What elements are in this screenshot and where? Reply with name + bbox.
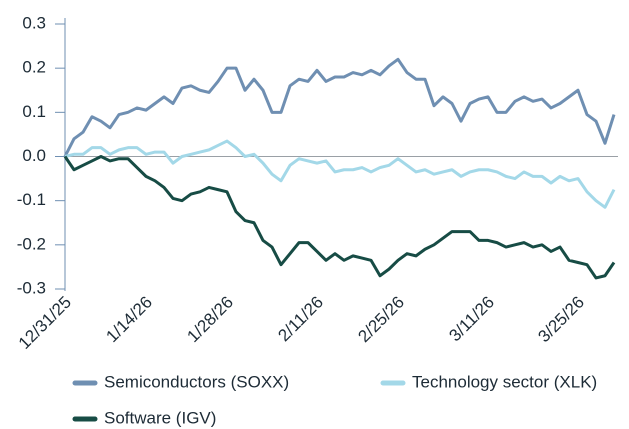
y-tick-label: 0.2: [22, 58, 46, 77]
y-tick-label: -0.3: [17, 278, 46, 297]
line: [63, 155, 616, 280]
x-tick-label: 3/25/26: [534, 293, 588, 347]
legend-label: Technology sector (XLK): [412, 372, 597, 391]
x-tick-label: 3/11/26: [445, 293, 498, 346]
y-tick-label: -0.2: [17, 234, 46, 253]
x-tick-label: 2/25/26: [354, 293, 408, 347]
x-tick-label: 1/14/26: [102, 293, 156, 347]
legend-label: Software (IGV): [104, 408, 216, 427]
line: [64, 139, 616, 209]
x-tick-label: 1/28/26: [183, 293, 237, 347]
line: [63, 57, 616, 158]
y-tick-label: 0.0: [22, 146, 46, 165]
y-tick-label: -0.1: [17, 190, 46, 209]
y-tick-label: 0.3: [22, 13, 46, 32]
x-tick-label: 2/11/26: [274, 293, 327, 346]
legend-label: Semiconductors (SOXX): [104, 372, 289, 391]
y-tick-label: 0.1: [22, 102, 46, 121]
x-tick-label: 12/31/25: [15, 293, 75, 353]
